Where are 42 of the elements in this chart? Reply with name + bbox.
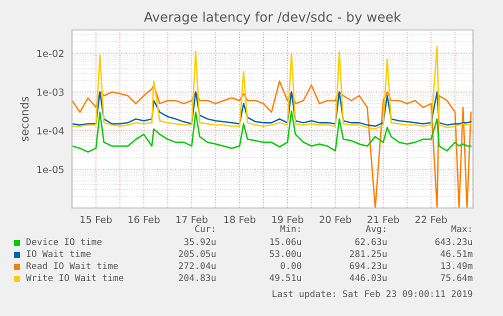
text: 62.63u <box>355 238 387 246</box>
text: Min: <box>280 225 300 232</box>
x-tick-label: 19 Feb <box>272 216 304 224</box>
legend-label: Device IO time <box>26 238 102 246</box>
text: Last update: Sat Feb 23 09:00:11 2019 <box>272 290 472 299</box>
text: 205.05u <box>178 250 216 258</box>
text: 35.92u <box>184 238 216 246</box>
text: 15.06u <box>270 238 301 246</box>
text: 446.03u <box>350 274 387 282</box>
legend-label: Read IO Wait time <box>26 262 118 270</box>
y-tick-label: 1e-03 <box>37 88 64 96</box>
text: 204.83u <box>178 274 216 282</box>
text: 49.51u <box>270 274 301 282</box>
legend-label: IO Wait time <box>26 250 91 258</box>
line-series <box>72 110 472 153</box>
line-series <box>72 46 472 130</box>
text: 46.51m <box>440 250 472 258</box>
text: Max: <box>451 225 471 232</box>
x-tick-label: 22 Feb <box>415 216 447 224</box>
line-series <box>72 91 472 127</box>
text: 75.64m <box>440 274 472 282</box>
x-tick-label: 15 Feb <box>80 216 112 224</box>
x-tick-label: 20 Feb <box>320 216 352 224</box>
legend-label: Write IO Wait time <box>26 274 124 282</box>
chart-title: Average latency for /dev/sdc - by week <box>144 12 402 24</box>
y-tick-label: 1e-04 <box>37 127 64 134</box>
text: 281.25u <box>350 250 387 258</box>
text: Cur: <box>195 225 214 232</box>
text: 0.00 <box>280 262 302 270</box>
x-tick-label: 17 Feb <box>176 216 208 224</box>
text: 53.00u <box>270 250 301 258</box>
x-tick-label: 18 Feb <box>224 216 256 224</box>
text: Avg: <box>366 225 386 234</box>
y-tick-label: 1e-05 <box>37 166 64 174</box>
y-axis-title: seconds <box>20 96 29 142</box>
text: 694.23u <box>350 262 387 270</box>
x-tick-label: 16 Feb <box>128 216 160 224</box>
x-tick-label: 21 Feb <box>368 216 400 224</box>
y-tick-label: 1e-02 <box>37 50 64 58</box>
text: 272.04u <box>178 262 216 270</box>
text: 13.49m <box>441 262 472 270</box>
text: 643.23u <box>435 238 472 246</box>
